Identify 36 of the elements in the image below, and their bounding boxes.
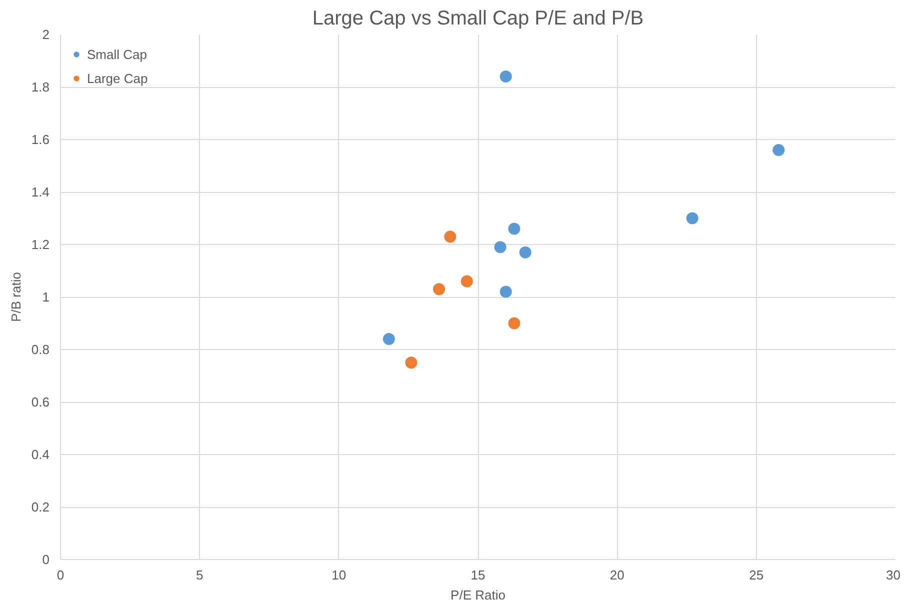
y-tick-label: 0 <box>42 552 50 567</box>
chart-title: Large Cap vs Small Cap P/E and P/B <box>312 8 644 30</box>
x-tick-label: 20 <box>610 568 624 582</box>
x-tick-label: 15 <box>470 568 486 582</box>
y-tick-label: 0.2 <box>31 500 50 514</box>
x-tick-label: 10 <box>332 568 346 582</box>
y-tick-label: 1.8 <box>31 80 50 94</box>
y-tick-label: 1.4 <box>31 184 50 200</box>
y-axis-title: P/B ratio <box>8 272 24 322</box>
x-axis-title: P/E Ratio <box>450 588 506 602</box>
point <box>433 283 446 296</box>
x-tick-label: 5 <box>196 568 204 582</box>
x-tick-label: 25 <box>749 568 764 582</box>
point <box>494 241 506 254</box>
y-tick-label: 1.6 <box>31 132 50 147</box>
point <box>460 275 473 288</box>
point <box>519 246 532 258</box>
legend-label: Large Cap <box>87 70 148 86</box>
point <box>508 222 520 235</box>
y-tick-label: 1 <box>42 290 50 304</box>
y-tick-label: 2 <box>42 27 50 42</box>
point <box>508 317 520 330</box>
y-tick-label: 0.4 <box>31 447 50 462</box>
point <box>405 356 418 369</box>
x-tick-label: 30 <box>886 568 901 582</box>
y-tick-label: 1.2 <box>31 237 50 252</box>
legend-label: Small Cap <box>87 46 147 62</box>
point <box>444 230 456 243</box>
point <box>772 144 785 156</box>
y-tick-label: 0.8 <box>31 342 50 357</box>
point <box>686 212 698 224</box>
y-tick-label: 0.6 <box>31 394 50 410</box>
point <box>500 70 512 82</box>
x-tick-label: 0 <box>56 568 64 582</box>
point <box>382 333 395 345</box>
point <box>500 286 512 298</box>
